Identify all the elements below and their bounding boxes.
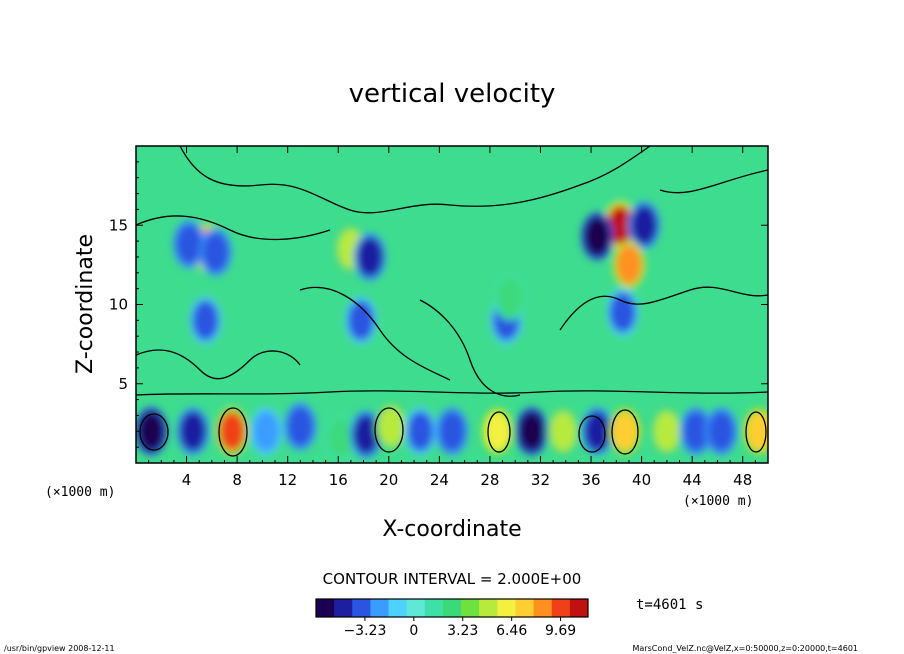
field-cell	[497, 276, 524, 317]
field-cell	[609, 292, 636, 333]
field-cell	[287, 406, 314, 447]
y-tick-label: 15	[109, 216, 128, 234]
x-tick-label: 16	[329, 471, 348, 489]
colorbar-swatch	[569, 599, 589, 617]
colorbar-swatch	[461, 599, 480, 617]
colorbar-swatch	[352, 599, 371, 617]
field-cell	[202, 232, 229, 273]
contour-line	[218, 407, 248, 457]
contour-line	[419, 299, 521, 397]
contour-line	[559, 286, 768, 331]
contour-line	[136, 390, 768, 396]
field-cell	[138, 411, 165, 452]
field-cell	[327, 417, 354, 458]
field-cell	[347, 300, 374, 341]
footer-left: /usr/bin/gpview 2008-12-11	[4, 644, 115, 653]
footer-right: MarsCond_VelZ.nc@VelZ,x=0:50000,z=0:2000…	[633, 644, 859, 653]
contour-line	[374, 407, 404, 453]
colorbar: −3.23 0 3.23 6.46 9.69	[315, 598, 589, 639]
y-axis-ticks: 5 10 15	[109, 161, 768, 448]
colorbar-tick-label: 9.69	[545, 623, 576, 639]
time-label: t=4601 s	[636, 597, 703, 613]
field-cell	[356, 236, 383, 277]
contour-line	[136, 215, 331, 241]
field-cell	[179, 411, 206, 452]
contour-line	[139, 413, 169, 451]
field-cell	[518, 411, 545, 452]
field-cell	[653, 411, 680, 452]
x-axis-label: X-coordinate	[382, 517, 521, 542]
field-cell	[219, 411, 246, 452]
x-tick-label: 36	[581, 471, 600, 489]
colorbar-swatch	[334, 599, 353, 617]
x-tick-label: 20	[379, 471, 398, 489]
colorbar-tick-label: 6.46	[496, 623, 527, 639]
x-tick-label: 28	[480, 471, 499, 489]
field-cell	[192, 300, 219, 341]
colorbar-swatch	[424, 599, 444, 617]
contour-line	[299, 286, 451, 381]
contour-line	[611, 409, 639, 455]
field-cell	[378, 406, 405, 447]
field-cell	[439, 411, 465, 452]
colorbar-swatch	[406, 599, 426, 617]
chart-title: vertical velocity	[349, 79, 556, 109]
colorbar-tick-label: 3.23	[447, 623, 478, 639]
x-tick-label: 8	[232, 471, 242, 489]
y-tick-label: 5	[118, 375, 128, 393]
field-cell	[484, 411, 511, 452]
contour-interval-label: CONTOUR INTERVAL = 2.000E+00	[323, 570, 582, 588]
contour-line	[659, 169, 768, 194]
field-cell	[550, 411, 577, 452]
field-cell	[682, 411, 709, 452]
contour-line	[578, 415, 606, 453]
colorbar-swatch	[515, 599, 535, 617]
x-tick-label: 24	[430, 471, 449, 489]
contour-line	[745, 411, 767, 453]
field-cell	[612, 411, 639, 452]
contour-line	[179, 146, 651, 214]
field-cell	[584, 216, 611, 257]
velocity-field	[136, 201, 768, 462]
colorbar-swatch	[370, 599, 390, 617]
field-blobs	[136, 201, 768, 462]
field-cell	[353, 414, 380, 455]
colorbar-ticks: −3.23 0 3.23 6.46 9.69	[343, 617, 576, 639]
colorbar-swatches	[316, 599, 589, 617]
y-tick-label: 10	[109, 296, 128, 314]
x-unit-left: (×1000 m)	[45, 485, 115, 500]
colorbar-swatch	[316, 599, 335, 617]
colorbar-swatch	[442, 599, 462, 617]
contour-line	[136, 349, 301, 380]
x-axis-ticks: 4 8 12 16 20 24 28 32 36 40 44 48	[148, 146, 756, 489]
x-tick-label: 48	[733, 471, 752, 489]
x-tick-label: 44	[683, 471, 702, 489]
colorbar-swatch	[388, 599, 408, 617]
y-axis-label: Z-coordinate	[73, 234, 98, 374]
field-cell	[407, 411, 434, 452]
field-cell	[631, 205, 658, 246]
colorbar-swatch	[551, 599, 571, 617]
field-cell	[607, 205, 634, 246]
field-cell	[253, 411, 280, 452]
field-cell	[615, 244, 642, 285]
contour-line	[487, 411, 511, 453]
x-tick-label: 12	[278, 471, 297, 489]
colorbar-swatch	[479, 599, 498, 617]
x-tick-label: 32	[531, 471, 550, 489]
x-unit-right: (×1000 m)	[683, 494, 753, 509]
colorbar-tick-label: 0	[409, 623, 418, 639]
field-cell	[176, 224, 203, 265]
colorbar-swatch	[497, 599, 516, 617]
field-cell	[746, 411, 768, 452]
x-tick-label: 4	[182, 471, 192, 489]
field-cell	[708, 411, 735, 452]
x-tick-label: 40	[632, 471, 651, 489]
colorbar-swatch	[533, 599, 553, 617]
contour-lines	[136, 146, 768, 457]
colorbar-tick-label: −3.23	[343, 623, 386, 639]
colorbar-frame	[315, 598, 589, 618]
